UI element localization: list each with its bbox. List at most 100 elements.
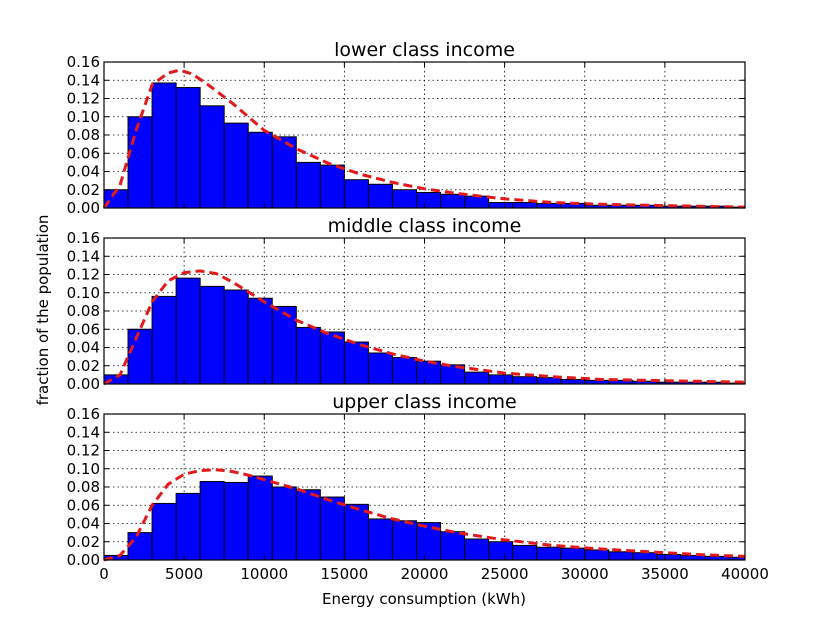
y-tick-label: 0.16 (67, 53, 100, 71)
histogram-bar (512, 202, 538, 209)
y-tick-label: 0.04 (67, 163, 100, 181)
histogram-bar (151, 295, 177, 385)
histogram-bar (536, 377, 562, 385)
y-tick-label: 0.16 (67, 229, 100, 247)
panel-3: 0.000.020.040.060.080.100.120.140.16 uppe… (67, 391, 769, 583)
y-tick-label: 0.14 (67, 247, 100, 265)
histogram-bar (319, 164, 345, 209)
y-tick-label: 0.02 (67, 181, 100, 199)
histogram-bar (367, 183, 393, 209)
density-curve (102, 68, 746, 209)
histogram-bar (415, 191, 442, 209)
y-tick-label: 0.16 (67, 405, 100, 423)
histogram-bar (560, 547, 586, 561)
x-tick-label: 20000 (401, 565, 449, 583)
histogram-bar (536, 546, 562, 561)
y-tick-label: 0.12 (67, 90, 100, 108)
histogram-bar (199, 105, 225, 209)
x-tick-label: 5000 (165, 565, 203, 583)
histogram-bar (488, 202, 514, 209)
histogram-bar (608, 551, 634, 561)
histogram-bar (488, 374, 514, 385)
y-tick-label: 0.00 (67, 199, 100, 217)
histogram-bar (295, 326, 321, 385)
histogram-bar (391, 520, 417, 561)
y-tick-label: 0.06 (67, 144, 100, 162)
x-tick-label: 35000 (641, 565, 689, 583)
panel-title: upper class income (332, 391, 517, 413)
histogram-bar (319, 496, 345, 561)
histogram-bar (512, 544, 538, 561)
histogram-bar (391, 189, 417, 209)
histogram-bar (151, 82, 177, 209)
histogram-bar (271, 486, 297, 561)
histogram-bar (584, 549, 610, 561)
y-tick-label: 0.14 (67, 423, 100, 441)
y-axis-label: fraction of the population (34, 215, 52, 406)
histogram-bar (175, 277, 201, 385)
y-tick-label: 0.00 (67, 551, 100, 569)
histogram-bar (223, 481, 249, 561)
histogram-bar (343, 179, 369, 209)
panel-title: lower class income (334, 39, 515, 61)
histogram-bar (199, 285, 225, 385)
histogram-bar (223, 122, 249, 209)
histogram-bar (175, 492, 201, 561)
histogram-bar (464, 195, 490, 209)
y-tick-label: 0.02 (67, 357, 100, 375)
histogram-bar (512, 376, 538, 385)
histogram-bar (151, 502, 177, 561)
histogram-bar (271, 136, 297, 209)
histogram-bar (367, 518, 393, 561)
y-tick-label: 0.08 (67, 478, 100, 496)
panel-1: 0.000.020.040.060.080.100.120.140.16 lowe… (67, 39, 746, 217)
histogram-bar (415, 360, 442, 385)
histogram-bar (415, 522, 442, 561)
x-tick-label: 40000 (721, 565, 769, 583)
histogram-bar (632, 552, 658, 561)
histogram-bar (247, 475, 273, 561)
y-tick-label: 0.02 (67, 533, 100, 551)
y-tick-label: 0.08 (67, 302, 100, 320)
x-tick-label: 25000 (481, 565, 529, 583)
histogram-bar (367, 352, 393, 385)
histogram-bar (319, 331, 345, 385)
x-tick-label: 10000 (240, 565, 288, 583)
x-tick-label: 30000 (561, 565, 609, 583)
histogram-bar (464, 371, 490, 385)
histogram-bar (343, 341, 369, 385)
histogram-bar (440, 193, 466, 209)
histogram-bar (560, 378, 586, 385)
y-tick-label: 0.00 (67, 375, 100, 393)
y-tick-label: 0.14 (67, 71, 100, 89)
histogram-bar (223, 289, 249, 385)
histogram-bar (175, 87, 201, 209)
y-tick-label: 0.10 (67, 108, 100, 126)
panel-title: middle class income (328, 215, 522, 237)
x-tick-label: 0 (99, 565, 109, 583)
histogram-bar (271, 305, 297, 385)
y-tick-label: 0.04 (67, 339, 100, 357)
y-tick-label: 0.12 (67, 442, 100, 460)
density-curve (103, 269, 746, 386)
y-tick-label: 0.10 (67, 284, 100, 302)
histogram-bar (656, 554, 682, 561)
y-tick-label: 0.06 (67, 320, 100, 338)
histogram-bar (464, 538, 490, 561)
histogram-bar (391, 357, 417, 385)
y-tick-label: 0.10 (67, 460, 100, 478)
histogram-bar (127, 328, 153, 385)
histogram-bar (295, 489, 321, 561)
histogram-bar (247, 131, 273, 209)
histogram-bar (127, 532, 153, 561)
y-tick-label: 0.04 (67, 515, 100, 533)
histogram-bar (440, 531, 466, 561)
panel-2: 0.000.020.040.060.080.100.120.140.16 midd… (67, 215, 746, 393)
x-axis-label: Energy consumption (kWh) (322, 590, 526, 608)
panels-group: 0.000.020.040.060.080.100.120.140.16lowe… (67, 39, 769, 583)
x-tick-label: 15000 (321, 565, 369, 583)
histogram-bar (488, 541, 514, 561)
y-tick-label: 0.06 (67, 496, 100, 514)
histogram-bar (127, 116, 153, 209)
